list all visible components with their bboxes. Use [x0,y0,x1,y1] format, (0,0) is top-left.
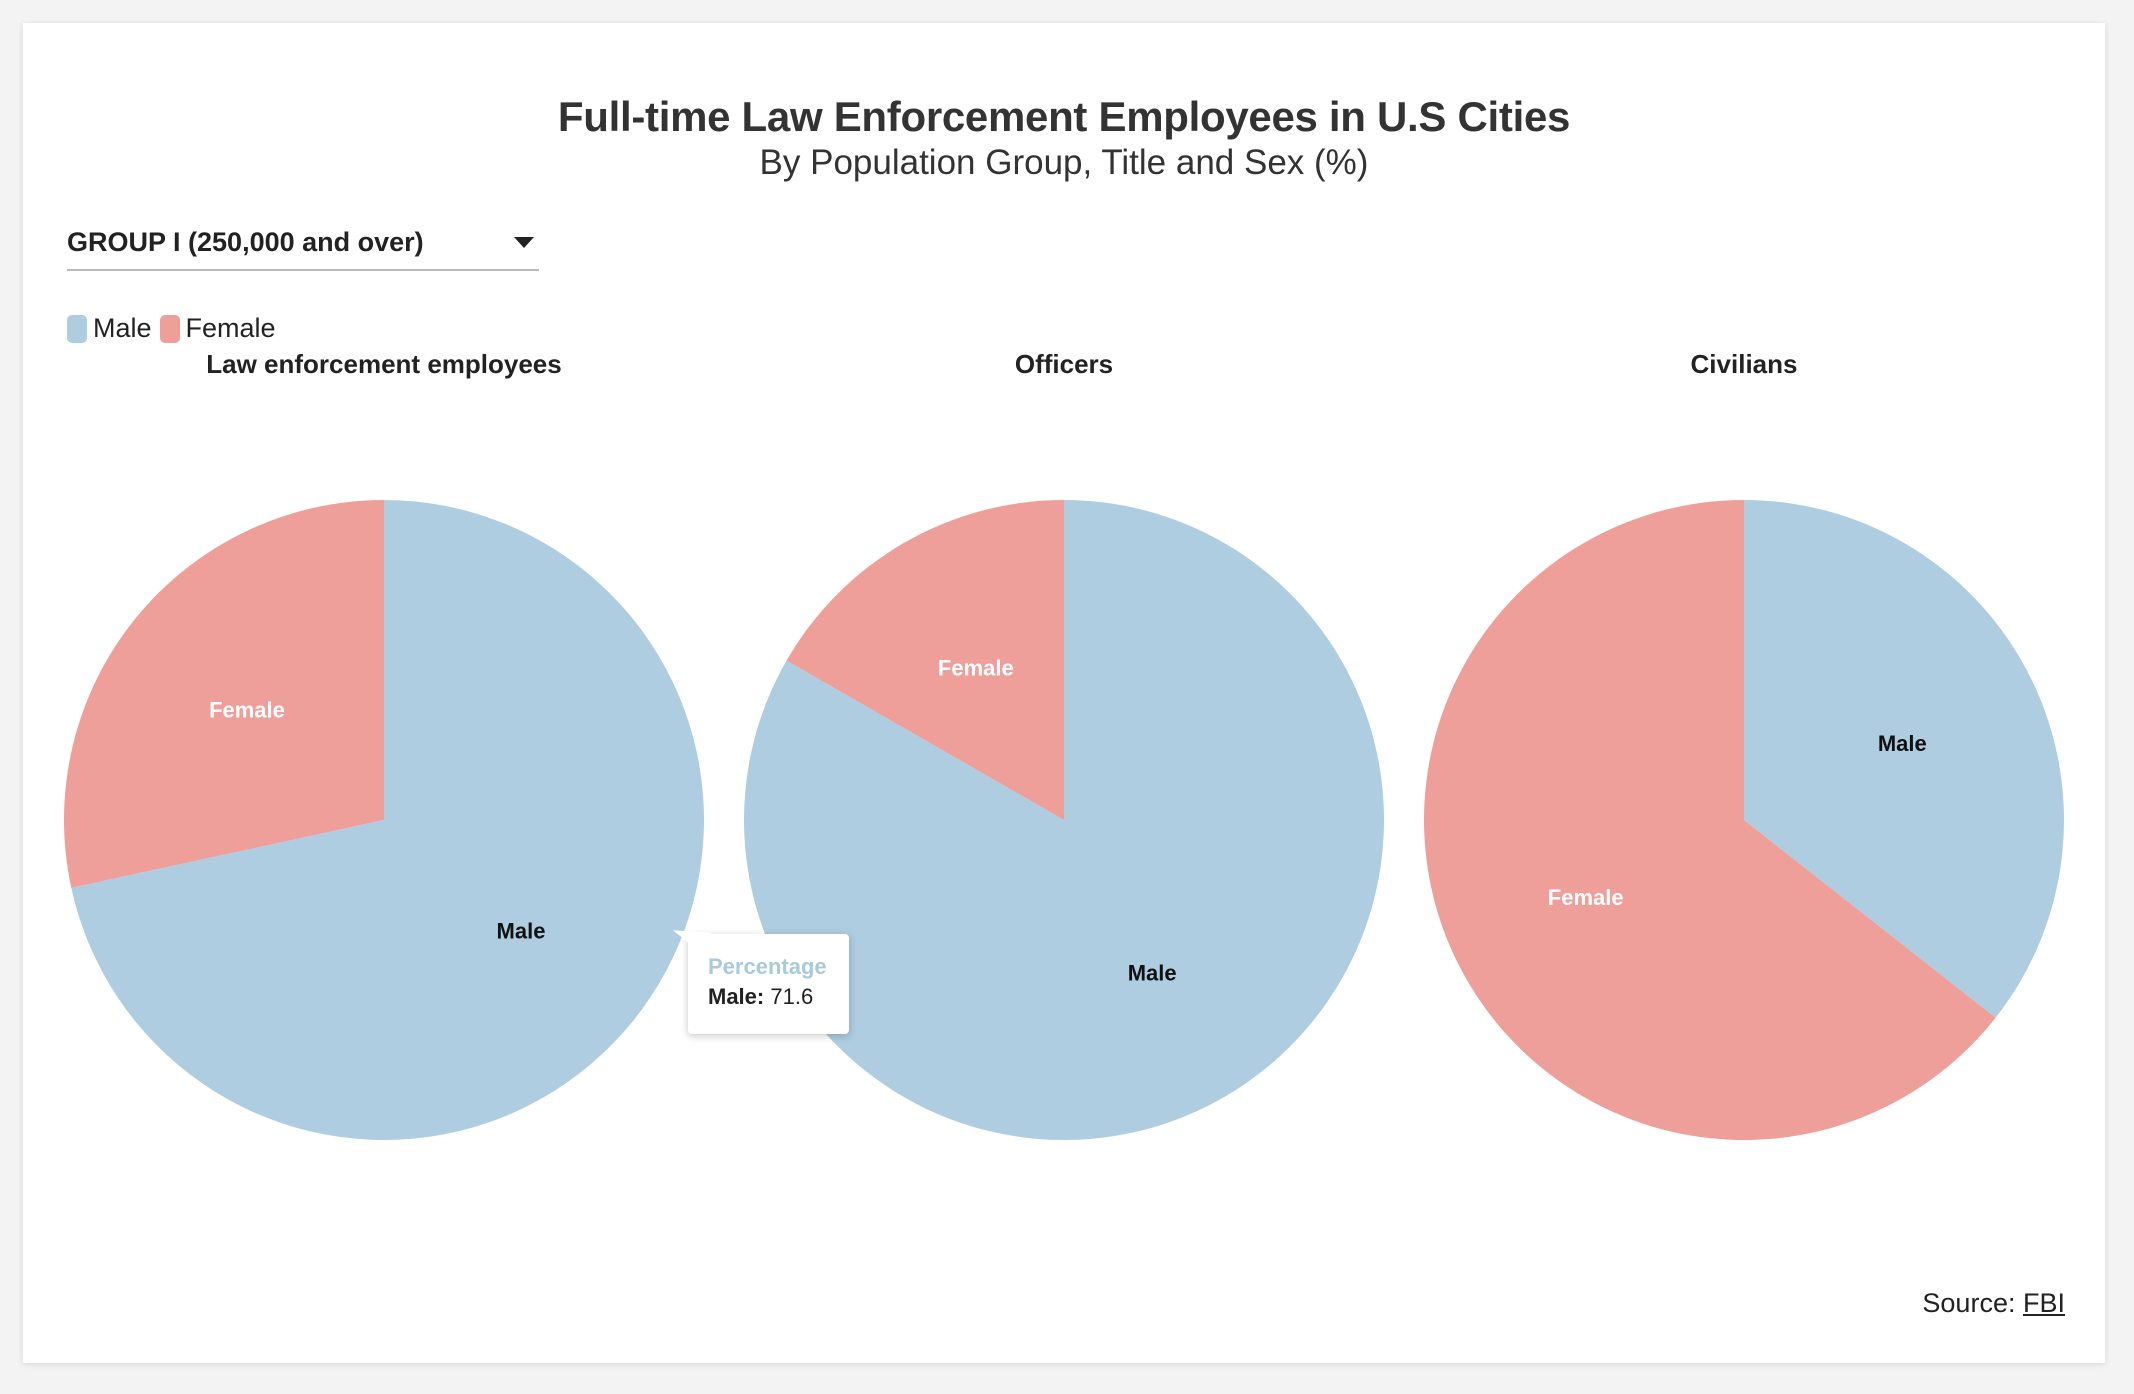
pie-label-law-enforcement-employees-male: Male [497,918,546,943]
source-label: Source: [1922,1288,2016,1318]
source-link[interactable]: FBI [2022,1288,2065,1318]
pie-label-law-enforcement-employees-female: Female [209,698,285,723]
legend-swatch-female [159,314,180,343]
dropdown-selected-value: GROUP I (250,000 and over) [67,227,424,257]
pie-charts: Law enforcement employees Male Female Offic… [63,349,2064,1141]
pie-slice-law-enforcement-employees-female[interactable] [63,500,384,888]
tooltip-value: 71.6 [770,984,814,1009]
pie-title-law-enforcement-employees: Law enforcement employees [206,349,561,379]
population-group-dropdown[interactable]: GROUP I (250,000 and over) [67,219,539,271]
tooltip: Percentage Male: 71.6 [688,934,849,1034]
legend-label-female: Female [185,313,276,343]
legend-item-male[interactable]: Male [67,313,152,344]
tooltip-body: Male: 71.6 [708,984,849,1010]
legend-item-female[interactable]: Female [159,313,276,344]
chart-subtitle: By Population Group, Title and Sex (%) [759,143,1369,182]
pie-slice-civilians-male[interactable] [1744,500,2064,1018]
chart-card: Full-time Law Enforcement Employees in U… [23,23,2105,1363]
pie-label-officers-female: Female [938,656,1014,681]
legend-swatch-male [67,314,87,343]
pie-label-civilians-male: Male [1878,731,1927,756]
pie-slice-law-enforcement-employees-male[interactable] [71,500,705,1141]
pie-title-officers: Officers [1015,349,1113,379]
tooltip-key: Male: [708,984,765,1009]
caret-down-icon [514,237,534,248]
chart-title: Full-time Law Enforcement Employees in U… [557,93,1571,140]
legend: Male Female [67,313,284,344]
legend-label-male: Male [93,313,152,343]
pie-label-officers-male: Male [1128,960,1177,985]
pie-slice-officers-female[interactable] [786,500,1064,820]
pie-title-civilians: Civilians [1691,349,1798,379]
source-note: Source: FBI [1922,1288,2065,1319]
tooltip-heading: Percentage [708,954,827,979]
pie-label-civilians-female: Female [1548,885,1624,910]
pie-slice-civilians-female[interactable] [1424,500,1996,1140]
